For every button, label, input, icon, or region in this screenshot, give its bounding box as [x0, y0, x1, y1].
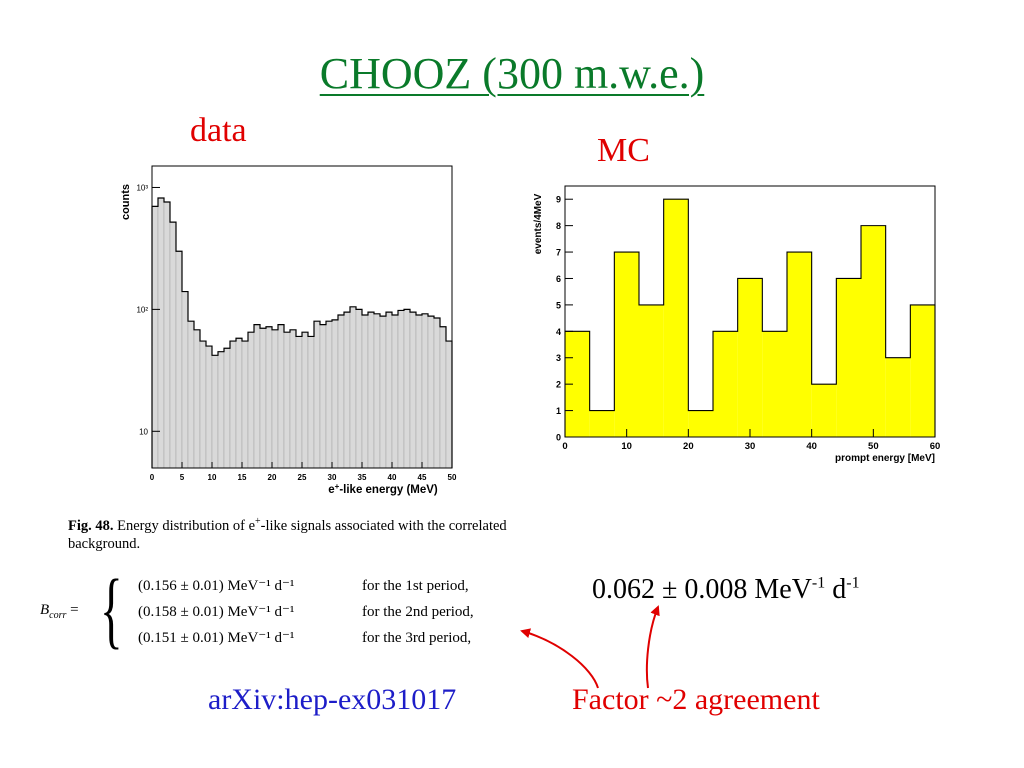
mc-bar — [589, 410, 615, 437]
mc-ytick-label: 9 — [556, 195, 561, 205]
mc-ytick-label: 5 — [556, 300, 561, 310]
data-xlabel: e+-like energy (MeV) — [328, 482, 438, 497]
bcorr-equation: Bcorr = { (0.156 ± 0.01) MeV⁻¹ d⁻¹ for th… — [40, 566, 560, 658]
equation-row: (0.151 ± 0.01) MeV⁻¹ d⁻¹ for the 3rd peri… — [138, 630, 472, 646]
data-histogram-chart: counts 10 10² 10³ 0 5 10 15 20 25 30 35 40 45 50 e+-… — [120, 165, 457, 497]
mc-xlabel: prompt energy [MeV] — [835, 453, 935, 464]
slide-title: CHOOZ (300 m.w.e.) — [319, 49, 705, 98]
arxiv-reference: arXiv:hep-ex031017 — [208, 683, 457, 716]
mc-bar — [639, 304, 664, 437]
mc-bar — [663, 199, 689, 437]
mc-bar — [861, 225, 886, 437]
data-histogram-outline — [151, 197, 453, 468]
mc-ytick-label: 0 — [556, 433, 561, 443]
mc-label: MC — [597, 132, 650, 169]
mc-ytick-label: 4 — [556, 327, 561, 337]
mc-histogram-outline — [564, 198, 936, 437]
mc-bar — [885, 357, 911, 437]
figure-caption: Fig. 48. Energy distribution of e+-like … — [68, 513, 558, 553]
equation-row: (0.156 ± 0.01) MeV⁻¹ d⁻¹ for the 1st peri… — [138, 578, 469, 594]
mc-bar — [713, 331, 738, 437]
mc-xtick-label: 40 — [806, 441, 817, 452]
mc-ytick-label: 7 — [556, 248, 561, 258]
caption-text: Energy distribution of e+-like signals a… — [68, 516, 507, 552]
mc-ytick-label: 1 — [556, 406, 561, 416]
mc-xtick-label: 50 — [868, 441, 879, 452]
mc-xtick-label: 10 — [621, 441, 632, 452]
data-xtick-label: 20 — [268, 473, 277, 482]
mc-xtick-label: 0 — [562, 441, 567, 452]
data-ytick-label: 10³ — [136, 183, 148, 192]
mc-bar — [787, 252, 812, 437]
data-ytick-label: 10 — [139, 427, 148, 436]
mc-ytick-label: 3 — [556, 353, 561, 363]
data-xtick-label: 5 — [180, 473, 185, 482]
mc-xtick-label: 20 — [683, 441, 694, 452]
mc-rate-value: 0.062 ± 0.008 MeV-1 d-1 — [592, 574, 860, 605]
mc-ytick-label: 2 — [556, 380, 561, 390]
factor-agreement-label: Factor ~2 agreement — [572, 683, 820, 716]
mc-xtick-label: 60 — [930, 441, 941, 452]
data-xtick-label: 0 — [150, 473, 155, 482]
equation-row: (0.158 ± 0.01) MeV⁻¹ d⁻¹ for the 2nd peri… — [138, 604, 474, 620]
data-label: data — [190, 112, 247, 149]
mc-bar — [688, 410, 713, 437]
data-xtick-label: 25 — [298, 473, 307, 482]
data-xtick-label: 45 — [418, 473, 427, 482]
data-ylabel: counts — [120, 184, 132, 220]
data-xtick-label: 50 — [448, 473, 457, 482]
data-xtick-label: 30 — [328, 473, 337, 482]
mc-bar — [811, 384, 837, 437]
mc-bar — [910, 304, 935, 437]
mc-bar — [737, 278, 763, 437]
data-ytick-label: 10² — [136, 305, 148, 314]
mc-ytick-label: 8 — [556, 221, 561, 231]
mc-ytick-label: 6 — [556, 274, 561, 284]
equation-lhs: Bcorr = — [40, 602, 79, 621]
mc-bar — [836, 278, 861, 437]
data-xtick-label: 15 — [238, 473, 247, 482]
mc-bar — [762, 331, 787, 437]
mc-ylabel: events/4MeV — [533, 193, 544, 254]
data-xtick-label: 35 — [358, 473, 367, 482]
arrow-to-equation — [520, 628, 599, 689]
mc-bar — [614, 252, 639, 437]
mc-histogram-chart: events/4MeV 0 1 2 3 4 5 6 7 8 9 0 10 20 30 40 50 60 pro… — [533, 185, 941, 464]
caption-prefix: Fig. 48. — [68, 517, 114, 534]
arrow-to-mc-value — [645, 605, 660, 689]
data-xtick-label: 40 — [388, 473, 397, 482]
data-xtick-label: 10 — [208, 473, 217, 482]
equation-brace: { — [100, 561, 123, 657]
mc-xtick-label: 30 — [745, 441, 756, 452]
